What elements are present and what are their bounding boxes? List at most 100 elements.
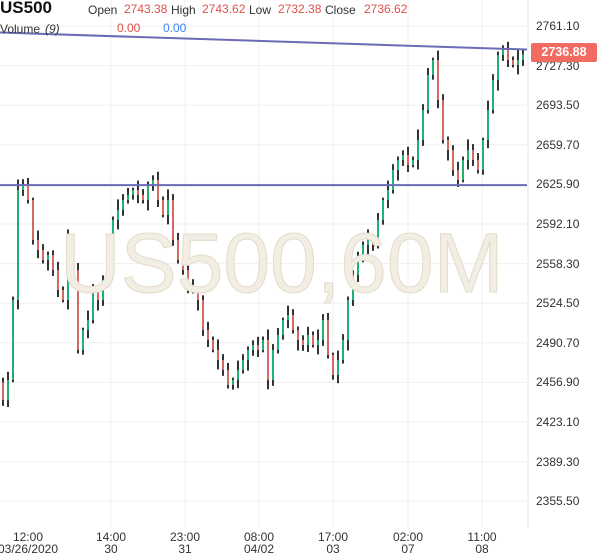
x-tick-time: 23:00: [169, 530, 201, 544]
candle-body-up: [462, 160, 464, 180]
y-tick-label: 2456.90: [536, 375, 580, 390]
candle-body-down: [327, 319, 329, 355]
x-tick-label: 14:00 30: [96, 531, 126, 555]
candle-body-up: [412, 160, 414, 165]
y-tick-label: 2524.50: [536, 296, 580, 311]
x-tick-label: 12:00 03/26/2020: [0, 531, 58, 555]
candle-body-down: [217, 349, 219, 361]
candle-body-up: [287, 315, 289, 320]
last-price-tag: 2736.88: [531, 43, 597, 62]
open-label: Open: [88, 3, 118, 17]
candle-body-up: [492, 80, 494, 111]
candle-body-up: [237, 369, 239, 380]
y-tick-label: 2355.50: [536, 494, 580, 509]
candle-body-down: [142, 194, 144, 200]
candle-body-down: [212, 339, 214, 350]
candle-body-up: [152, 179, 154, 185]
candle-body-up: [347, 300, 349, 340]
candle-body-up: [427, 74, 429, 111]
candle-body-down: [177, 239, 179, 260]
candle-body-up: [277, 334, 279, 350]
volume-period: (9): [45, 22, 60, 36]
candle-body-down: [57, 270, 59, 290]
open-value: 2743.38: [124, 2, 168, 16]
candle-body-up: [362, 244, 364, 260]
candle-body-down: [407, 154, 409, 165]
y-tick-label: 2727.30: [536, 58, 580, 73]
candle-body-down: [187, 270, 189, 286]
candle-body-up: [147, 184, 149, 200]
candle-body-up: [102, 280, 104, 301]
candle-body-up: [432, 59, 434, 75]
candle-body-down: [207, 330, 209, 340]
candle-body-up: [232, 379, 234, 385]
candle-body-down: [137, 190, 139, 195]
candle-body-up: [397, 160, 399, 170]
candle-body-up: [387, 190, 389, 200]
candle-body-up: [272, 349, 274, 380]
candle-body-up: [382, 199, 384, 221]
candle-body-down: [447, 139, 449, 150]
candle-body-up: [12, 300, 14, 380]
candle-body-up: [467, 149, 469, 161]
candle-body-up: [522, 54, 524, 60]
x-tick-time: 17:00: [317, 530, 349, 544]
candle-body-down: [2, 382, 4, 400]
y-tick-label: 2625.90: [536, 177, 580, 192]
candle-body-down: [32, 199, 34, 240]
x-tick-label: 11:00 08: [467, 531, 496, 555]
candle-body-up: [7, 379, 9, 400]
candle-body-up: [422, 110, 424, 140]
close-label: Close: [325, 3, 356, 17]
candle-body-up: [352, 274, 354, 301]
candle-body-down: [302, 339, 304, 346]
y-tick-label: 2592.10: [536, 217, 580, 231]
y-tick-label: 2490.70: [536, 335, 580, 350]
candle-body-down: [297, 330, 299, 340]
x-tick-label: 08:00 04/02: [244, 531, 274, 555]
candle-body-up: [87, 319, 89, 331]
candle-body-up: [317, 339, 319, 346]
volume-label: Volume: [0, 22, 41, 36]
x-tick-label: 17:00 03: [318, 531, 348, 555]
high-value: 2743.62: [202, 2, 246, 16]
low-value: 2732.38: [278, 2, 322, 16]
x-tick-date: 07: [401, 542, 415, 556]
x-tick-label: 02:00 07: [393, 531, 423, 555]
y-tick-label: 2659.70: [536, 137, 580, 152]
y-tick-label: 2761.10: [536, 19, 580, 33]
candle-body-up: [322, 319, 324, 340]
candle-body-down: [312, 334, 314, 346]
candle-body-up: [47, 255, 49, 260]
candle-body-up: [342, 339, 344, 361]
y-tick-label: 2558.30: [536, 256, 580, 271]
candle-body-up: [82, 330, 84, 350]
candle-body-down: [172, 199, 174, 240]
candle-body-up: [497, 55, 499, 81]
high-label: High: [171, 3, 196, 17]
horizontal-trend-line: [0, 31, 528, 51]
candle-body-down: [27, 184, 29, 200]
candle-body-up: [167, 199, 169, 215]
candle-body-down: [457, 169, 459, 180]
candle-body-down: [332, 354, 334, 376]
close-value: 2736.62: [364, 2, 408, 16]
symbol-watermark: US500,60M: [60, 216, 505, 311]
candle-body-up: [127, 194, 129, 200]
candle-body-down: [77, 270, 79, 350]
candle-body-up: [357, 259, 359, 275]
candle-body-down: [372, 239, 374, 245]
symbol-title: US500: [0, 0, 52, 17]
candle-body-up: [487, 110, 489, 140]
low-label: Low: [249, 3, 272, 17]
x-tick-time: 11:00: [467, 530, 497, 544]
candle-body-down: [157, 179, 159, 200]
candle-body-down: [62, 289, 64, 301]
candle-body-down: [472, 149, 474, 161]
candle-body-down: [42, 250, 44, 260]
candle-body-down: [267, 339, 269, 380]
candle-body-up: [17, 190, 19, 301]
candle-body-down: [37, 239, 39, 251]
candle-body-up: [337, 360, 339, 376]
